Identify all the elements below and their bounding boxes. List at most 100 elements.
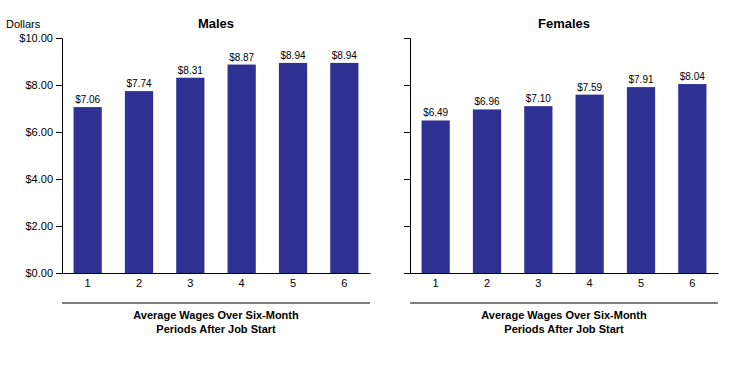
y-tick xyxy=(404,179,410,180)
y-tick-mark xyxy=(56,132,62,133)
data-label: $8.04 xyxy=(680,71,705,82)
data-label: $8.94 xyxy=(280,50,305,61)
data-label: $7.74 xyxy=(126,78,151,89)
x-tick: 1 xyxy=(85,277,91,289)
x-tick: 5 xyxy=(290,277,296,289)
bar xyxy=(524,106,552,273)
title: Males xyxy=(198,16,234,31)
y-label: Dollars xyxy=(6,18,41,30)
x-tick: 3 xyxy=(535,277,541,289)
y-tick-mark xyxy=(56,38,62,39)
x-label-line: Average Wages Over Six-Month xyxy=(481,309,647,321)
y-tick-mark xyxy=(56,179,62,180)
data-label: $7.59 xyxy=(577,82,602,93)
y-axis xyxy=(404,39,411,274)
y-tick: $10.00 xyxy=(19,32,62,44)
x-tick-label: 4 xyxy=(239,277,245,289)
bar xyxy=(279,63,307,273)
y-tick-mark xyxy=(404,226,410,227)
panel: $0.00 $2.00 $4.00 $6.00 $8.00 $10.00 1 2 3 4 5 6 $7.… xyxy=(6,16,371,335)
bar xyxy=(125,91,153,273)
x-axis: 1 2 3 4 5 6 xyxy=(411,274,719,289)
bar xyxy=(330,63,358,273)
y-tick-label: $10.00 xyxy=(19,32,53,44)
x-tick: 4 xyxy=(239,277,245,289)
bars xyxy=(422,84,707,273)
x-tick-label: 5 xyxy=(638,277,644,289)
y-axis-line xyxy=(56,39,63,274)
data-label: $7.91 xyxy=(628,74,653,85)
x-tick-label: 3 xyxy=(187,277,193,289)
x-tick: 2 xyxy=(136,277,142,289)
y-tick-mark xyxy=(56,85,62,86)
y-axis-line xyxy=(404,39,411,274)
y-tick: $2.00 xyxy=(25,220,62,232)
x-axis: 1 2 3 4 5 6 xyxy=(63,274,371,289)
x-tick-label: 3 xyxy=(535,277,541,289)
x-tick: 1 xyxy=(433,277,439,289)
y-tick xyxy=(404,226,410,227)
data-label: $8.87 xyxy=(229,52,254,63)
y-tick: $4.00 xyxy=(25,173,62,185)
bar xyxy=(678,84,706,273)
x-axis-line xyxy=(411,273,719,274)
x-tick: 6 xyxy=(341,277,347,289)
bar xyxy=(74,107,102,273)
x-axis-line xyxy=(63,273,371,274)
y-tick-mark xyxy=(56,273,62,274)
data-labels: $7.06$7.74$8.31$8.87$8.94$8.94 xyxy=(75,50,357,105)
y-tick-label: $8.00 xyxy=(25,79,53,91)
data-labels: $6.49 $6.96 $7.10 $7.59 $7.91 $8.04 xyxy=(423,71,705,118)
x-tick-label: 5 xyxy=(290,277,296,289)
y-axis: $0.00 $2.00 $4.00 $6.00 $8.00 $10.00 xyxy=(19,32,62,279)
y-tick: $6.00 xyxy=(25,126,62,138)
panel: 1 2 3 4 5 6 $6.49 $6.96 $7.10 $7.59 $7.91 $8.04 Fema… xyxy=(404,16,719,335)
bar xyxy=(576,95,604,273)
x-tick: 5 xyxy=(638,277,644,289)
y-tick-mark xyxy=(404,273,410,274)
x-label-line: Periods After Job Start xyxy=(156,323,276,335)
x-tick-label: 2 xyxy=(484,277,490,289)
x-tick: 6 xyxy=(689,277,695,289)
data-label: $7.06 xyxy=(75,94,100,105)
bar xyxy=(627,87,655,273)
bracket-line xyxy=(62,302,370,303)
y-tick xyxy=(404,38,410,39)
y-tick-label: $4.00 xyxy=(25,173,53,185)
y-tick xyxy=(404,132,410,133)
bar xyxy=(176,78,204,273)
x-label-line: Periods After Job Start xyxy=(504,323,624,335)
x-tick-label: 2 xyxy=(136,277,142,289)
y-tick-mark xyxy=(404,85,410,86)
y-tick-label: $0.00 xyxy=(25,267,53,279)
x-tick-label: 4 xyxy=(587,277,593,289)
y-tick-mark xyxy=(404,38,410,39)
data-label: $6.96 xyxy=(474,96,499,107)
x-tick: 3 xyxy=(187,277,193,289)
y-tick-label: $6.00 xyxy=(25,126,53,138)
y-tick-label: $2.00 xyxy=(25,220,53,232)
y-tick: $8.00 xyxy=(25,79,62,91)
data-label: $6.49 xyxy=(423,107,448,118)
x-tick: 4 xyxy=(587,277,593,289)
y-tick xyxy=(404,85,410,86)
bracket-line xyxy=(410,302,718,303)
x-tick-label: 6 xyxy=(689,277,695,289)
bars xyxy=(74,63,359,273)
y-tick: $0.00 xyxy=(25,267,62,279)
y-tick-mark xyxy=(56,226,62,227)
data-label: $7.10 xyxy=(526,93,551,104)
x-label: Average Wages Over Six-Month Periods Afte… xyxy=(133,309,299,335)
x-tick: 2 xyxy=(484,277,490,289)
y-tick-mark xyxy=(404,179,410,180)
bar xyxy=(422,120,450,273)
x-tick-label: 6 xyxy=(341,277,347,289)
x-tick-label: 1 xyxy=(85,277,91,289)
y-tick xyxy=(404,273,410,274)
x-label: Average Wages Over Six-Month Periods Afte… xyxy=(481,309,647,335)
title: Females xyxy=(538,16,590,31)
x-label-line: Average Wages Over Six-Month xyxy=(133,309,299,321)
y-tick-mark xyxy=(404,132,410,133)
x-tick-label: 1 xyxy=(433,277,439,289)
data-label: $8.31 xyxy=(178,65,203,76)
